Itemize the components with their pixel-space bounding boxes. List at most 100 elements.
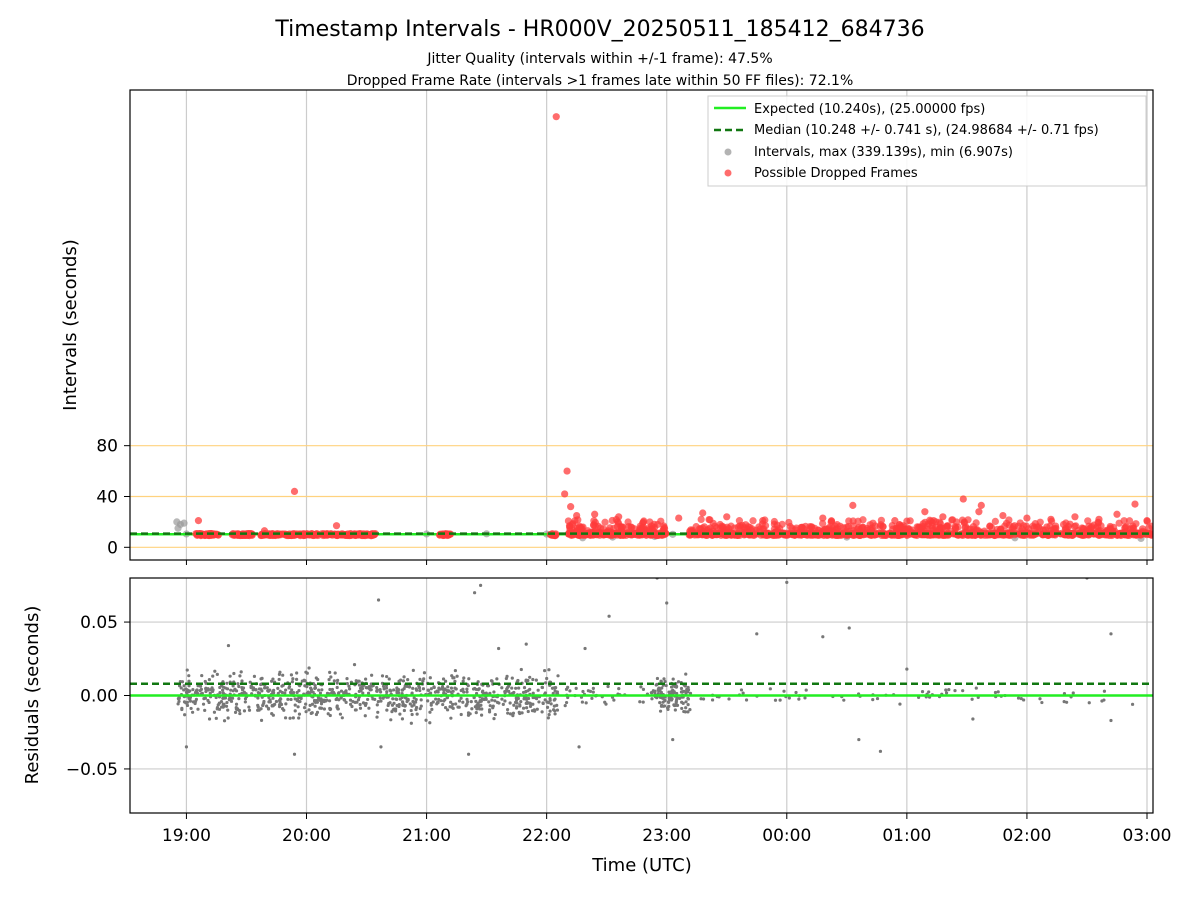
- residual-point: [659, 704, 664, 708]
- residual-point: [459, 696, 463, 700]
- bottom-ytick-label-2: −0.05: [66, 760, 118, 780]
- residual-point: [673, 708, 677, 712]
- residual-point: [534, 678, 538, 682]
- residual-point: [970, 697, 974, 701]
- dropped-outlier-4: [552, 113, 560, 121]
- residual-point: [328, 713, 332, 718]
- residual-point: [474, 699, 478, 703]
- residual-point: [503, 699, 507, 703]
- residual-point: [487, 700, 491, 704]
- residual-point: [996, 690, 1000, 694]
- residual-outlier-10: [524, 642, 528, 646]
- residual-point: [1102, 698, 1106, 702]
- residual-point: [522, 686, 527, 690]
- residual-point: [744, 698, 749, 702]
- residual-point: [193, 690, 198, 695]
- residual-point: [488, 691, 492, 695]
- residual-point: [409, 721, 413, 725]
- legend: Expected (10.240s), (25.00000 fps) Media…: [707, 95, 1147, 187]
- residual-point: [429, 687, 433, 691]
- residual-point: [284, 688, 288, 692]
- residual-point: [254, 688, 258, 692]
- residual-point: [221, 691, 225, 695]
- residual-point: [510, 691, 515, 695]
- interval-point-3: [174, 524, 182, 532]
- residual-point: [309, 686, 313, 690]
- residual-point: [391, 708, 395, 712]
- residual-point: [898, 702, 902, 706]
- residual-point: [871, 698, 875, 702]
- residual-point: [465, 702, 469, 706]
- residual-point: [305, 685, 309, 689]
- residual-point: [231, 684, 235, 688]
- xtick-label-03:00: 03:00: [1122, 826, 1171, 846]
- residual-point: [422, 671, 427, 675]
- residual-point: [461, 679, 465, 683]
- residual-point: [540, 685, 545, 690]
- dropped-frame-point: [705, 515, 713, 524]
- residual-point: [256, 696, 260, 700]
- residual-point: [686, 697, 691, 701]
- chart-title: Timestamp Intervals - HR000V_20250511_18…: [274, 17, 924, 42]
- residual-point: [237, 684, 241, 689]
- dropped-outlier-5: [563, 467, 571, 475]
- residual-point: [221, 685, 226, 689]
- residual-point: [198, 684, 203, 688]
- residual-point: [293, 709, 297, 713]
- residual-outlier-15: [665, 601, 669, 605]
- y-axis-label-intervals: Intervals (seconds): [60, 239, 81, 411]
- residual-point: [688, 708, 692, 712]
- residual-point: [540, 710, 544, 714]
- residual-point: [339, 696, 343, 700]
- residual-point: [406, 697, 410, 701]
- residual-point: [511, 711, 516, 715]
- residual-point: [444, 679, 448, 683]
- residual-point: [390, 703, 395, 707]
- residual-point: [445, 708, 450, 712]
- residual-point: [247, 705, 251, 709]
- residual-point: [367, 706, 371, 710]
- residual-point: [688, 691, 693, 695]
- residual-point: [397, 679, 401, 683]
- residual-point: [606, 684, 610, 689]
- residual-point: [391, 697, 395, 701]
- residual-point: [660, 686, 664, 690]
- residual-point: [259, 707, 263, 711]
- residual-point: [431, 700, 435, 704]
- residual-point: [317, 688, 321, 692]
- residual-point: [307, 708, 311, 712]
- dropped-frame-point: [723, 523, 731, 531]
- residual-point: [394, 697, 398, 701]
- residual-point: [370, 684, 374, 688]
- chart-subtitle-jitter: Jitter Quality (intervals within +/-1 fr…: [426, 51, 772, 67]
- residual-point: [189, 706, 193, 711]
- residual-point: [286, 697, 290, 701]
- residual-point: [804, 688, 808, 692]
- residual-point: [456, 705, 460, 709]
- residual-point: [591, 686, 595, 690]
- residual-point: [526, 696, 531, 701]
- residual-point: [317, 697, 321, 702]
- residual-point: [684, 706, 688, 710]
- residual-point: [238, 674, 242, 678]
- residual-point: [318, 706, 322, 710]
- bottom-ytick-label-1: 0.00: [80, 687, 118, 707]
- dropped-frame-point: [986, 522, 994, 530]
- dropped-frame-point: [1005, 516, 1013, 524]
- residual-point: [273, 702, 277, 706]
- dropped-outlier-6: [561, 490, 569, 498]
- dropped-frame-point: [877, 516, 885, 524]
- residual-point: [1102, 689, 1107, 693]
- residual-point: [664, 683, 668, 688]
- residual-point: [271, 713, 275, 717]
- residual-point: [329, 675, 333, 679]
- residual-point: [531, 677, 535, 682]
- residual-point: [612, 698, 616, 702]
- dropped-frame-point: [245, 530, 253, 538]
- dropped-outlier-31: [1143, 517, 1151, 525]
- residual-point: [400, 695, 404, 700]
- residual-outlier-26: [1109, 632, 1113, 636]
- residual-point: [553, 697, 557, 701]
- residual-point: [465, 690, 469, 694]
- residual-point: [237, 696, 241, 701]
